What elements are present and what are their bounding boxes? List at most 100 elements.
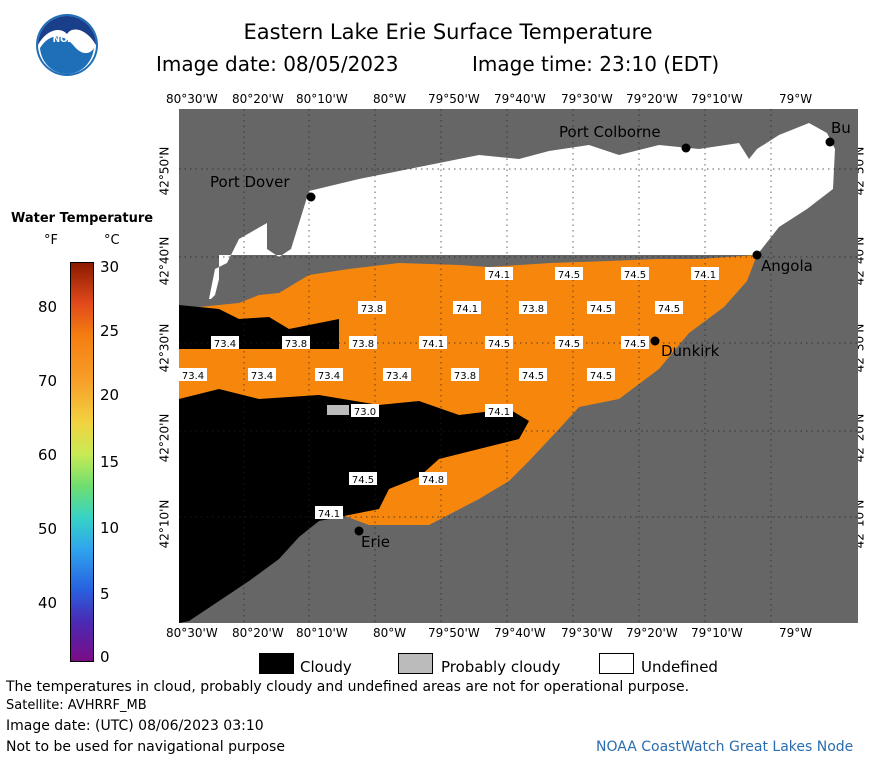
temperature-label: 74.5 xyxy=(655,301,683,315)
c-tick: 20 xyxy=(100,386,120,404)
temperature-label: 74.1 xyxy=(485,404,513,418)
temperature-label: 74.5 xyxy=(587,301,615,315)
lon-label: 79°50'W xyxy=(428,92,480,106)
lat-label: 42°50'N xyxy=(157,146,172,196)
image-date: Image date: 08/05/2023 xyxy=(156,52,399,76)
temperature-label: 74.8 xyxy=(419,472,447,486)
c-tick: 5 xyxy=(100,585,110,603)
temperature-value: 74.5 xyxy=(558,270,580,281)
temperature-label: 73.8 xyxy=(349,336,377,350)
temperature-label: 74.5 xyxy=(621,336,649,350)
temperature-value: 74.5 xyxy=(590,371,612,382)
lon-label: 79°30'W xyxy=(561,626,613,640)
lon-label: 79°20'W xyxy=(626,92,678,106)
temperature-value: 73.4 xyxy=(182,371,204,382)
probably-cloudy-region xyxy=(327,405,349,415)
temperature-label: 73.4 xyxy=(383,368,411,382)
noaa-logo: NOAA xyxy=(36,14,98,76)
temperature-value: 73.4 xyxy=(214,339,236,350)
temperature-value: 73.0 xyxy=(354,407,376,418)
temperature-value: 73.8 xyxy=(361,304,383,315)
cloudy-label: Cloudy xyxy=(300,658,352,676)
lon-label: 79°50'W xyxy=(428,626,480,640)
temperature-value: 74.5 xyxy=(558,339,580,350)
utc-date: Image date: (UTC) 08/06/2023 03:10 xyxy=(6,718,264,734)
lon-label: 79°20'W xyxy=(626,626,678,640)
temperature-value: 74.5 xyxy=(624,339,646,350)
temperature-value: 74.8 xyxy=(422,475,444,486)
temperature-value: 73.8 xyxy=(352,339,374,350)
c-tick: 30 xyxy=(100,258,120,276)
lat-label: 42°40'N xyxy=(157,236,172,286)
temperature-label: 73.0 xyxy=(351,404,379,418)
temperature-value: 73.8 xyxy=(454,371,476,382)
lon-label: 80°W xyxy=(373,92,407,106)
temperature-label: 74.5 xyxy=(587,368,615,382)
dunkirk-point xyxy=(650,336,660,346)
c-tick: 10 xyxy=(100,519,120,537)
temperature-value: 74.1 xyxy=(422,339,444,350)
undefined-label: Undefined xyxy=(641,658,718,676)
temperature-label: 73.8 xyxy=(282,336,310,350)
color-bar xyxy=(70,262,94,662)
lon-label: 79°W xyxy=(779,626,813,640)
temperature-label: 74.5 xyxy=(555,267,583,281)
lon-label: 79°40'W xyxy=(494,626,546,640)
temperature-labels: 74.1 74.5 74.5 74.1 73.8 74.1 73.8 74.5 74.5 73.4… xyxy=(179,267,719,520)
credit: NOAA CoastWatch Great Lakes Node xyxy=(596,739,854,755)
lon-label: 80°30'W xyxy=(166,92,218,106)
temperature-value: 74.5 xyxy=(590,304,612,315)
temperature-label: 73.8 xyxy=(451,368,479,382)
undefined-swatch xyxy=(599,653,634,674)
lon-label: 80°10'W xyxy=(296,92,348,106)
temperature-label: 74.1 xyxy=(315,506,343,520)
city-label: Angola xyxy=(761,257,813,275)
f-tick: 40 xyxy=(38,594,58,612)
temperature-label: 74.5 xyxy=(349,472,377,486)
c-tick: 0 xyxy=(100,648,110,666)
temperature-value: 74.1 xyxy=(488,407,510,418)
f-tick: 70 xyxy=(38,372,58,390)
buffalo-point xyxy=(825,137,835,147)
port-colborne-point xyxy=(681,143,691,153)
lon-label: 79°40'W xyxy=(494,92,546,106)
f-tick: 50 xyxy=(38,520,58,538)
lon-label: 80°20'W xyxy=(232,92,284,106)
temperature-value: 74.5 xyxy=(624,270,646,281)
temperature-value: 73.8 xyxy=(285,339,307,350)
temperature-value: 74.1 xyxy=(694,270,716,281)
temperature-label: 74.5 xyxy=(519,368,547,382)
probably-cloudy-label: Probably cloudy xyxy=(441,658,561,676)
city-label: Erie xyxy=(361,533,390,551)
temperature-label: 74.1 xyxy=(419,336,447,350)
cloudy-swatch xyxy=(259,653,294,674)
temperature-label: 74.1 xyxy=(691,267,719,281)
temperature-label: 74.5 xyxy=(621,267,649,281)
temperature-label: 73.8 xyxy=(519,301,547,315)
temperature-value: 73.4 xyxy=(318,371,340,382)
legend-unit-f: °F xyxy=(44,233,58,248)
city-label: Port Colborne xyxy=(559,123,661,141)
c-tick: 25 xyxy=(100,322,120,340)
temperature-value: 73.4 xyxy=(251,371,273,382)
logo-text: NOAA xyxy=(53,35,82,45)
cloud-region xyxy=(179,389,529,623)
lon-label: 80°10'W xyxy=(296,626,348,640)
port-dover-point xyxy=(306,192,316,202)
undefined-region xyxy=(209,123,835,299)
map-title: Eastern Lake Erie Surface Temperature xyxy=(243,20,653,44)
temperature-value: 73.4 xyxy=(386,371,408,382)
lon-label: 79°W xyxy=(779,92,813,106)
temperature-label: 73.8 xyxy=(358,301,386,315)
temperature-label: 73.4 xyxy=(248,368,276,382)
lon-label: 79°10'W xyxy=(691,626,743,640)
temperature-value: 74.1 xyxy=(456,304,478,315)
temperature-value: 74.1 xyxy=(318,509,340,520)
city-label: Port Dover xyxy=(210,173,290,191)
lat-label: 42°10'N xyxy=(157,499,172,549)
lat-label: 42°20'N xyxy=(157,413,172,463)
temperature-label: 73.4 xyxy=(179,368,207,382)
lake-map: Port Colborne Port Dover Angola Dunkirk … xyxy=(179,109,858,623)
temperature-label: 74.5 xyxy=(555,336,583,350)
erie-point xyxy=(354,526,364,536)
